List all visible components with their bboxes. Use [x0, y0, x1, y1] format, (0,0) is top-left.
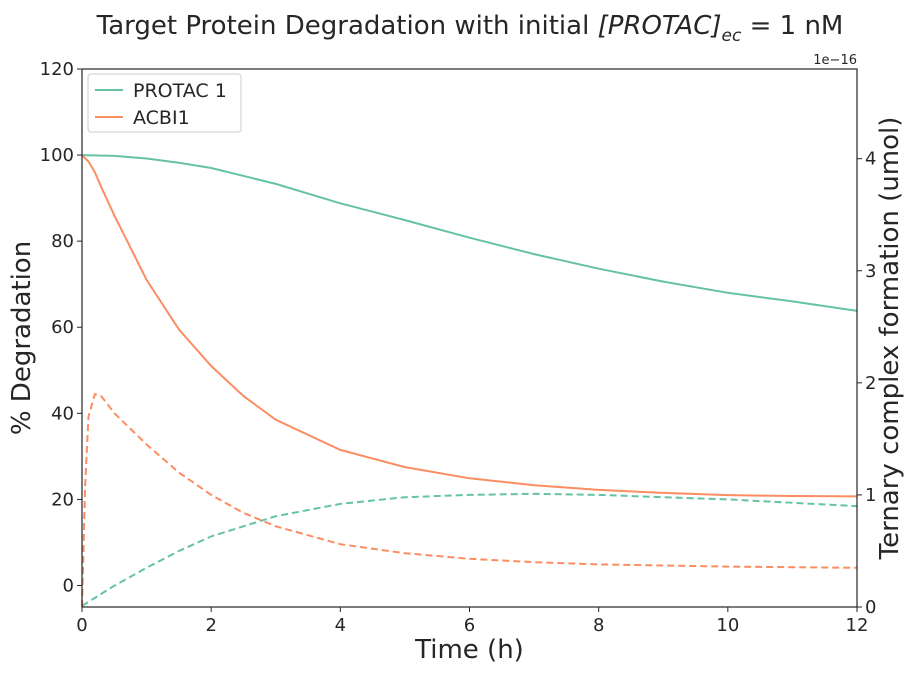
legend: PROTAC 1 ACBI1 [87, 73, 242, 133]
x-tick-label: 2 [205, 615, 216, 636]
y-left-tick-label: 120 [40, 59, 74, 80]
plot-area [81, 154, 858, 608]
title-subscript: ec [722, 26, 742, 46]
x-tick-label: 0 [76, 615, 87, 636]
y-left-tick-label: 100 [40, 145, 74, 166]
y-right-tick-label: 2 [865, 373, 876, 394]
legend-box [87, 73, 242, 133]
y-left-tick-label: 20 [51, 489, 74, 510]
y-axis-right-label: Ternary complex formation (umol) [875, 117, 905, 561]
y-right-tick-label: 0 [865, 597, 876, 618]
y-left-tick-label: 40 [51, 403, 74, 424]
y-axis-left-label: % Degradation [7, 241, 37, 435]
x-tick-label: 10 [716, 615, 739, 636]
series-line-protac-1-solid [81, 154, 858, 312]
title-suffix: = 1 nM [741, 11, 843, 41]
legend-entry: PROTAC 1 [133, 80, 227, 102]
chart-title: Target Protein Degradation with initial … [96, 11, 844, 46]
y-right-tick-label: 1 [865, 485, 876, 506]
y-left-tick-label: 0 [63, 575, 74, 596]
x-axis-label: Time (h) [414, 635, 524, 665]
plot-frame [81, 68, 858, 608]
y-right-tick-label: 3 [865, 261, 876, 282]
y-right-tick-label: 4 [865, 149, 876, 170]
x-tick-label: 8 [593, 615, 604, 636]
x-tick-label: 12 [846, 615, 869, 636]
series-line-acbi1-solid [81, 154, 858, 498]
series-line-protac-1-dashed [81, 492, 858, 607]
title-math: [PROTAC] [598, 11, 722, 41]
right-axis-offset-label: 1e−16 [813, 53, 857, 68]
x-tick-label: 6 [464, 615, 475, 636]
series-line-acbi1-dashed [81, 392, 858, 608]
y-left-tick-label: 80 [51, 231, 74, 252]
title-prefix: Target Protein Degradation with initial [96, 11, 598, 41]
legend-entry: ACBI1 [133, 107, 190, 129]
x-tick-label: 4 [335, 615, 346, 636]
y-left-tick-label: 60 [51, 317, 74, 338]
